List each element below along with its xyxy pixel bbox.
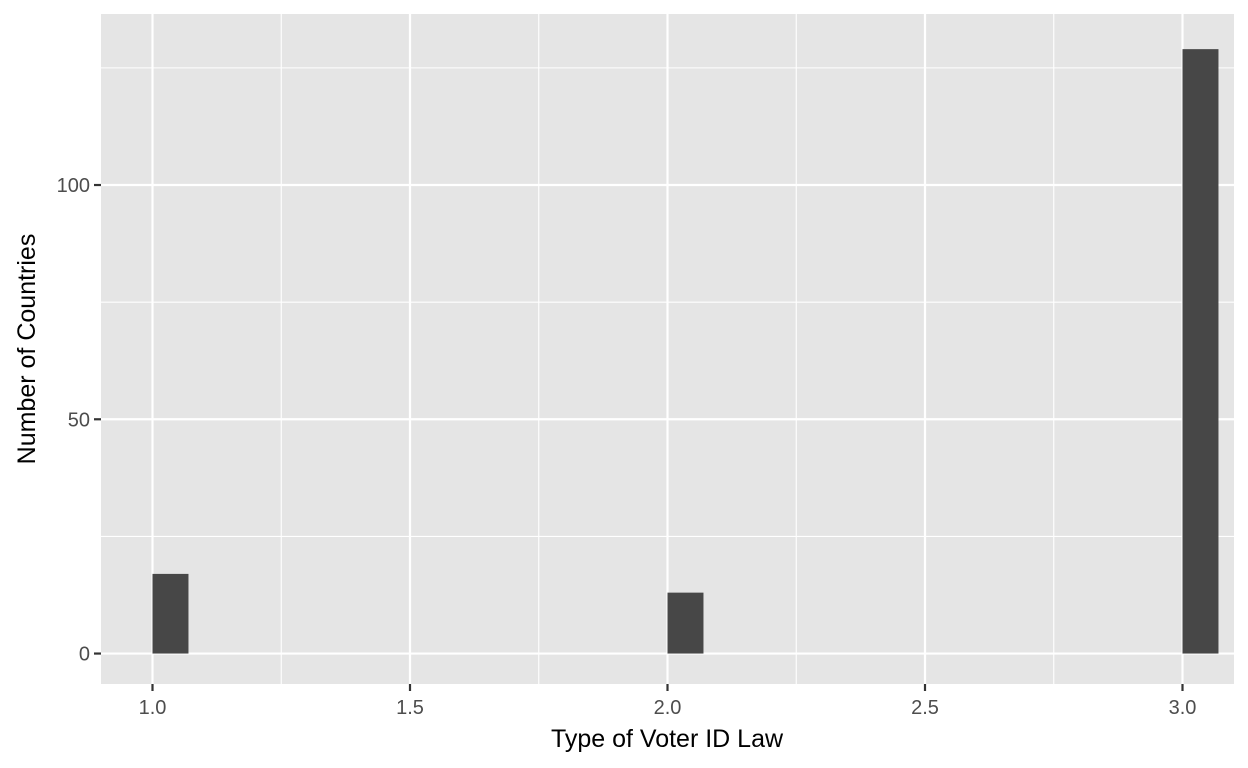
x-tick-label: 3.0	[1169, 697, 1197, 719]
x-tick-label: 1.0	[139, 697, 167, 719]
x-tick-label: 2.0	[654, 697, 682, 719]
y-tick-label: 50	[68, 409, 90, 431]
y-tick-label: 100	[57, 175, 90, 197]
x-axis: 1.0 1.5 2.0 2.5 3.0	[139, 684, 1197, 719]
y-tick-label: 0	[79, 644, 90, 666]
x-axis-title: Type of Voter ID Law	[551, 725, 784, 753]
histogram-bar	[152, 573, 189, 654]
y-axis-title: Number of Countries	[13, 234, 41, 465]
bars	[152, 49, 1219, 654]
histogram-bar	[1182, 49, 1219, 654]
x-tick-label: 1.5	[396, 697, 424, 719]
x-tick-label: 2.5	[911, 697, 939, 719]
y-axis: 0 50 100	[57, 175, 101, 666]
histogram-bar	[667, 592, 704, 654]
major-gridlines	[101, 14, 1234, 684]
